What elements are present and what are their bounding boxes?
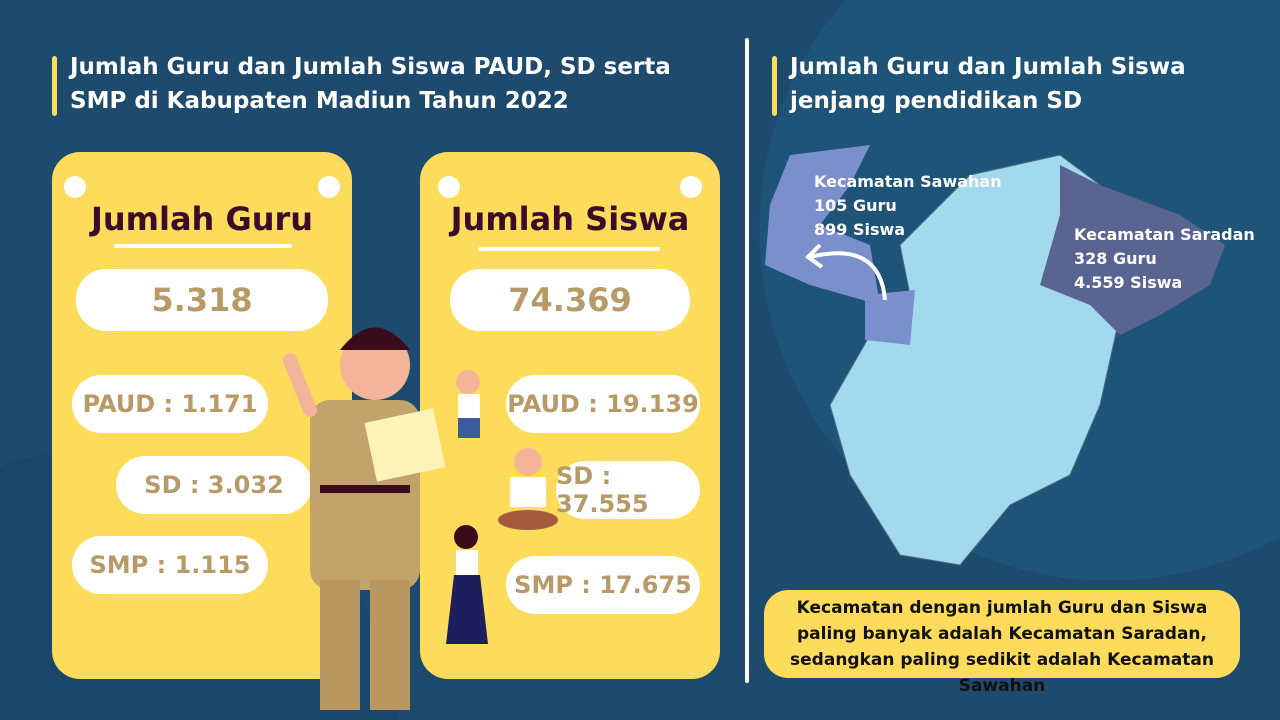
guru-total: 5.318 xyxy=(76,269,328,331)
sawahan-guru: 105 Guru xyxy=(814,196,897,215)
saradan-name: Kecamatan Saradan xyxy=(1074,225,1255,244)
siswa-paud: PAUD : 19.139 xyxy=(506,375,700,433)
saradan-label: Kecamatan Saradan 328 Guru 4.559 Siswa xyxy=(1074,223,1255,295)
teacher-illustration xyxy=(283,327,446,710)
left-title: Jumlah Guru dan Jumlah Siswa PAUD, SD se… xyxy=(52,50,712,118)
siswa-total: 74.369 xyxy=(450,269,690,331)
map-region-saradan xyxy=(1040,165,1225,335)
map-region-sawahan xyxy=(765,145,880,305)
saradan-siswa: 4.559 Siswa xyxy=(1074,273,1183,292)
saradan-guru: 328 Guru xyxy=(1074,249,1157,268)
arrow-icon xyxy=(809,251,887,301)
hole xyxy=(318,176,340,198)
map-region-sawahan-2 xyxy=(865,290,915,345)
underline xyxy=(114,244,292,248)
map-region-main xyxy=(829,154,1121,566)
siswa-sd: SD : 37.555 xyxy=(556,461,700,519)
sawahan-label: Kecamatan Sawahan 105 Guru 899 Siswa xyxy=(814,170,1002,242)
sawahan-siswa: 899 Siswa xyxy=(814,220,906,239)
guru-title: Jumlah Guru xyxy=(90,200,314,238)
right-title: Jumlah Guru dan Jumlah Siswa jenjang pen… xyxy=(772,50,1232,118)
hole xyxy=(680,176,702,198)
siswa-title: Jumlah Siswa xyxy=(450,200,690,238)
hole xyxy=(438,176,460,198)
hole xyxy=(64,176,86,198)
guru-sd: SD : 3.032 xyxy=(116,456,312,514)
students-illustration xyxy=(446,370,558,644)
divider xyxy=(745,38,749,683)
sawahan-name: Kecamatan Sawahan xyxy=(814,172,1002,191)
guru-smp: SMP : 1.115 xyxy=(72,536,268,594)
guru-paud: PAUD : 1.171 xyxy=(72,375,268,433)
madiun-map xyxy=(765,145,1225,566)
guru-card: Jumlah Guru 5.318 PAUD : 1.171 SD : 3.03… xyxy=(52,152,352,679)
underline xyxy=(478,247,660,251)
siswa-smp: SMP : 17.675 xyxy=(506,556,700,614)
summary-note: Kecamatan dengan jumlah Guru dan Siswa p… xyxy=(764,590,1240,696)
arrow-head-icon xyxy=(804,243,824,269)
